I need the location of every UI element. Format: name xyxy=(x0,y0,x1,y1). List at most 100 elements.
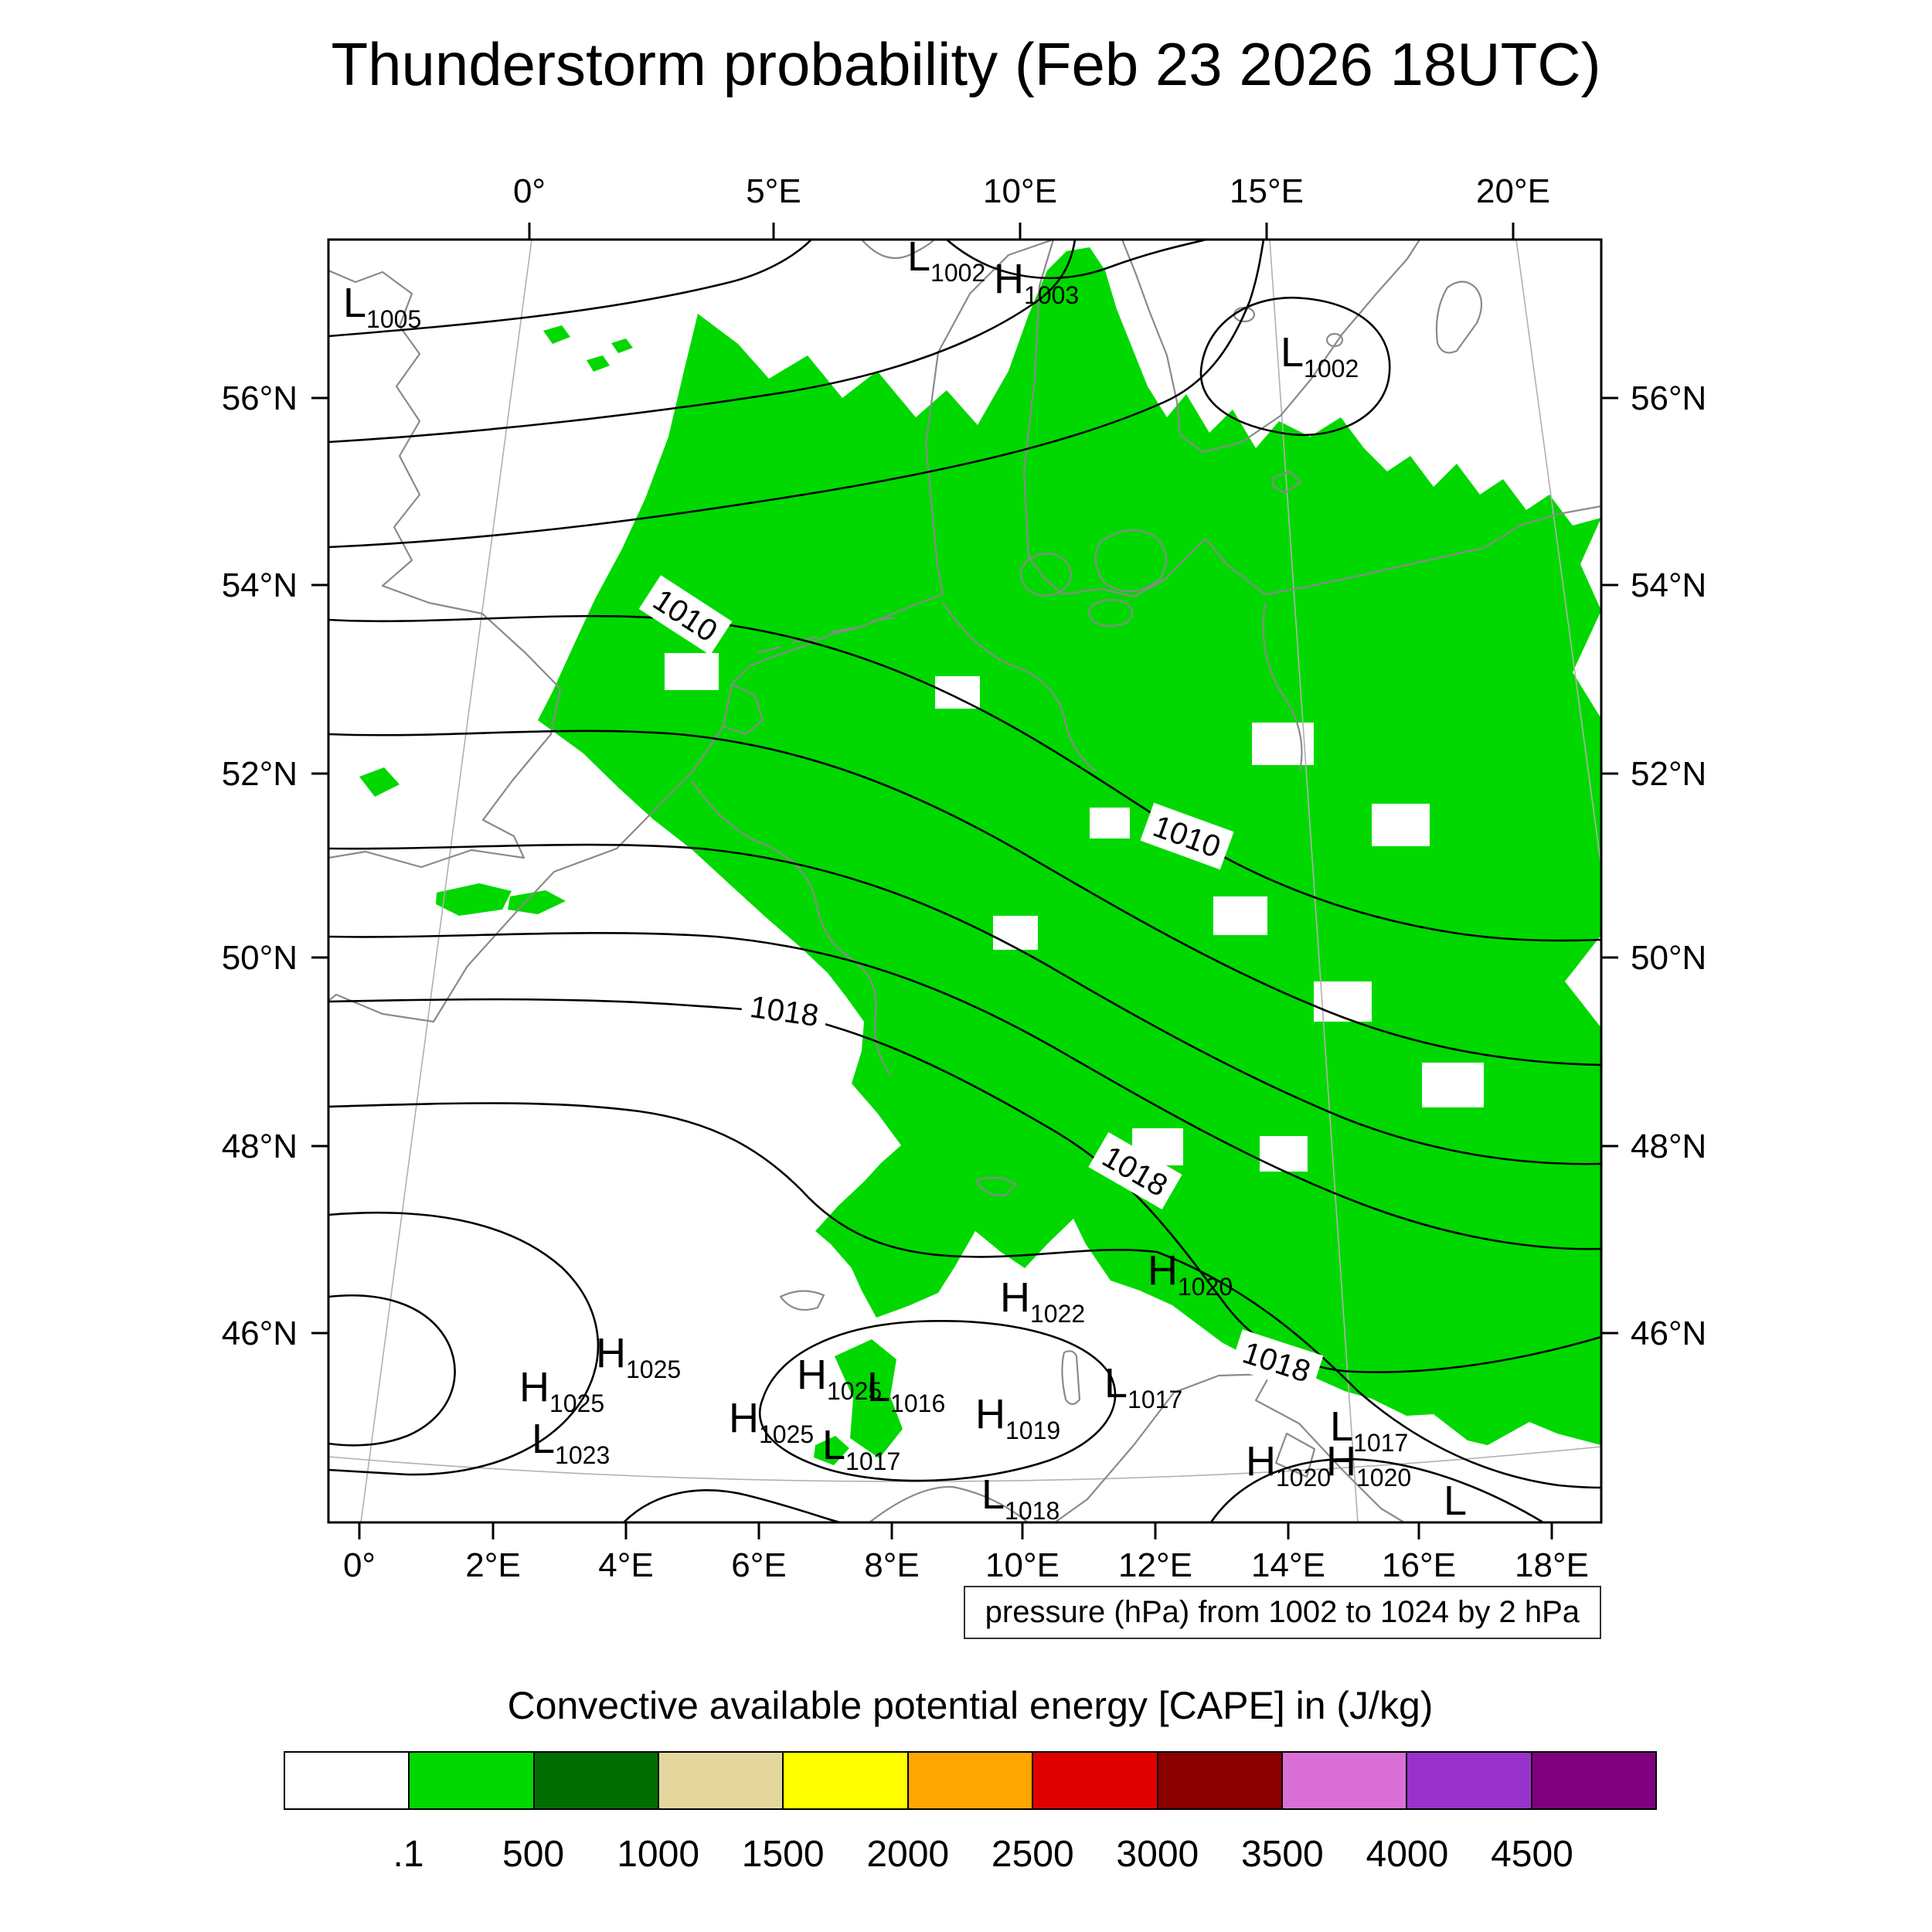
bottom-axis-label: 8°E xyxy=(864,1546,919,1584)
isobar-line xyxy=(328,998,1601,1373)
bottom-axis-label: 0° xyxy=(343,1546,376,1584)
isobar-label: 1018 xyxy=(739,985,830,1037)
pressure-note: pressure (hPa) from 1002 to 1024 by 2 hP… xyxy=(963,1586,1601,1639)
pressure-center-L: L1005 xyxy=(343,280,421,333)
colorbar-tick-label: 1500 xyxy=(741,1834,825,1875)
left-axis-label: 54°N xyxy=(222,566,298,604)
right-axis-label: 56°N xyxy=(1631,379,1706,417)
axis-ticks: 0° 5°E 10°E 15°E 20°E 0° 2°E 4°E 6°E 8°E 10°E 12°E 1… xyxy=(222,172,1707,1584)
isobar-label-box xyxy=(638,575,733,655)
pressure-center-value: 1022 xyxy=(1030,1300,1085,1328)
colorbar-cell xyxy=(1530,1751,1657,1810)
pressure-center-value: 1020 xyxy=(1276,1464,1331,1492)
coastline xyxy=(1262,602,1303,772)
coastline xyxy=(723,683,764,736)
isobar-line xyxy=(328,843,1601,1165)
colorbar-tick-label: 3500 xyxy=(1240,1834,1324,1875)
pressure-center-L: L1002 xyxy=(907,233,985,287)
colorbar-cell xyxy=(1281,1751,1408,1810)
bottom-axis-label: 4°E xyxy=(598,1546,653,1584)
colorbar-cell xyxy=(284,1751,410,1810)
isobar-line xyxy=(328,1294,456,1447)
isobar-line xyxy=(1209,1458,1544,1522)
colorbar-tick-label: 500 xyxy=(502,1834,565,1875)
coastline xyxy=(1233,306,1256,323)
page-title: Thunderstorm probability (Feb 23 2026 18… xyxy=(331,30,1601,98)
graticule-line xyxy=(328,1446,1601,1482)
bottom-axis-label: 12°E xyxy=(1118,1546,1192,1584)
isobar-label-box xyxy=(1230,1329,1324,1394)
right-axis-label: 54°N xyxy=(1631,566,1706,604)
pressure-center-value: 1002 xyxy=(930,259,985,287)
coastline xyxy=(1061,1350,1081,1406)
pressure-center-H: H1025 xyxy=(729,1395,814,1448)
colorbar-cell xyxy=(408,1751,535,1810)
colorbar-cell xyxy=(1156,1751,1283,1810)
colorbar-tick-label: 3000 xyxy=(1116,1834,1199,1875)
top-axis-label: 5°E xyxy=(746,172,801,210)
pressure-center-L: L1023 xyxy=(532,1416,610,1469)
coastline xyxy=(691,780,892,1077)
isobar-line xyxy=(328,1102,1601,1489)
coastline xyxy=(553,240,1601,873)
pressure-center-L: L xyxy=(1444,1478,1467,1524)
pressure-center-H: H1022 xyxy=(1000,1274,1085,1328)
pressure-center-value: 1025 xyxy=(827,1377,882,1405)
colorbar-tick-label: .1 xyxy=(393,1834,424,1875)
top-axis-label: 0° xyxy=(513,172,546,210)
coastline xyxy=(1325,332,1344,348)
coastline xyxy=(942,602,1097,772)
colorbar-label: Convective available potential energy [C… xyxy=(507,1684,1434,1727)
colorbar-cell xyxy=(532,1751,660,1810)
cape-region xyxy=(814,1339,903,1465)
coastline xyxy=(1094,529,1167,593)
isobar-line xyxy=(623,1489,841,1522)
left-axis-label: 50°N xyxy=(222,939,298,977)
coastline xyxy=(869,1485,1029,1522)
coastline xyxy=(1019,552,1072,597)
bottom-axis-label: 6°E xyxy=(731,1546,786,1584)
pressure-center-value: 1005 xyxy=(366,305,421,333)
colorbar-cell xyxy=(782,1751,909,1810)
left-axis-label: 46°N xyxy=(222,1315,298,1352)
pressure-center-value: 1019 xyxy=(1005,1417,1060,1444)
top-axis-label: 20°E xyxy=(1476,172,1550,210)
pressure-center-value: 1017 xyxy=(1353,1429,1408,1457)
left-axis-label: 56°N xyxy=(222,379,298,417)
isobar-line xyxy=(328,730,1601,1066)
isobar-label-box xyxy=(1140,802,1234,870)
isobar-line xyxy=(946,240,1207,280)
coastline xyxy=(328,871,555,1023)
coastline xyxy=(1088,598,1134,628)
colorbar xyxy=(284,1751,1657,1810)
colorbar-tick-label: 4000 xyxy=(1366,1834,1449,1875)
pressure-center-value: 1020 xyxy=(1356,1464,1411,1492)
pressure-center-H: H1019 xyxy=(975,1391,1060,1444)
pressure-center-value: 1020 xyxy=(1178,1273,1233,1301)
cape-region xyxy=(538,247,1601,1445)
left-axis-label: 48°N xyxy=(222,1128,298,1165)
bottom-axis-label: 14°E xyxy=(1251,1546,1325,1584)
pressure-center-L: L1018 xyxy=(981,1471,1060,1525)
pressure-center-L: L1017 xyxy=(1104,1360,1182,1413)
right-axis-label: 46°N xyxy=(1631,1315,1706,1352)
colorbar-cell xyxy=(906,1751,1034,1810)
bottom-axis-label: 10°E xyxy=(985,1546,1060,1584)
pressure-center-L: L1016 xyxy=(867,1364,945,1417)
isobar-line xyxy=(1199,296,1391,437)
coastline xyxy=(975,1176,1018,1197)
colorbar-cell xyxy=(658,1751,784,1810)
colorbar-cell xyxy=(1032,1751,1158,1810)
pressure-center-H: H1025 xyxy=(596,1330,681,1383)
right-axis-label: 50°N xyxy=(1631,939,1706,977)
coastline xyxy=(328,269,562,869)
isobar-line xyxy=(758,1320,1117,1482)
isobar-line xyxy=(328,1211,600,1476)
colorbar-tick-label: 2000 xyxy=(866,1834,950,1875)
graticule-layer xyxy=(328,240,1601,1522)
pressure-center-value: 1017 xyxy=(845,1447,900,1475)
top-axis-label: 10°E xyxy=(983,172,1057,210)
